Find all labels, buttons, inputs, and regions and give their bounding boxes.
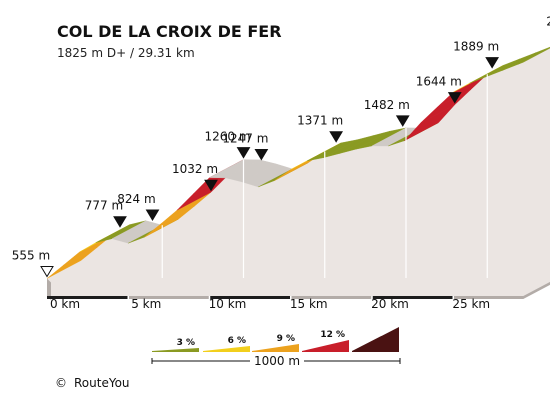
elevation-label: 555 m bbox=[12, 249, 50, 263]
elevation-label: 824 m bbox=[117, 192, 155, 206]
start-marker bbox=[40, 266, 54, 278]
chart-title: COL DE LA CROIX DE FER bbox=[57, 22, 282, 41]
legend-swatch bbox=[252, 344, 299, 352]
point-marker bbox=[254, 148, 269, 161]
elevation-label: 1889 m bbox=[453, 40, 499, 54]
legend-label: 6 % bbox=[228, 336, 246, 346]
elevation-label: 777 m bbox=[85, 199, 123, 213]
km-tick-label: 20 km bbox=[371, 297, 409, 311]
point-marker bbox=[236, 147, 251, 159]
elevation-label: 1644 m bbox=[416, 75, 462, 89]
km-band bbox=[209, 296, 291, 299]
km-tick-label: 0 km bbox=[50, 297, 80, 311]
point-marker bbox=[329, 131, 344, 143]
point-marker bbox=[395, 115, 410, 127]
point-marker bbox=[447, 92, 462, 104]
scale-bar: 1000 m bbox=[151, 354, 401, 368]
profile-body bbox=[47, 47, 550, 300]
profile-top-surface bbox=[46, 46, 550, 279]
chart-subtitle: 1825 m D+ / 29.31 km bbox=[57, 46, 195, 60]
km-tick-label: 10 km bbox=[209, 297, 247, 311]
legend-swatch bbox=[352, 327, 399, 352]
scale-bar-label: 1000 m bbox=[254, 354, 300, 368]
point-marker bbox=[113, 216, 127, 228]
km-band bbox=[372, 296, 454, 299]
km-tick-label: 25 km bbox=[452, 297, 490, 311]
profile-face bbox=[47, 47, 550, 296]
gradient-segment bbox=[501, 46, 550, 71]
distance-axis: 0 km 5 km 10 km 15 km 20 km 25 km bbox=[50, 297, 490, 311]
credit: © RouteYou bbox=[55, 376, 130, 390]
elevation-label: 1482 m bbox=[364, 98, 410, 112]
copyright-icon: © bbox=[55, 376, 67, 390]
legend-swatch bbox=[302, 340, 349, 352]
gradient-legend: 3 % 6 % 9 % 12 % bbox=[152, 327, 399, 352]
km-gridlines bbox=[127, 74, 488, 301]
point-marker bbox=[204, 179, 218, 192]
point-marker bbox=[485, 57, 500, 69]
elevation-label: 2066 m bbox=[546, 14, 550, 28]
elevation-label: 1247 m bbox=[222, 131, 268, 145]
elevation-label: 1032 m bbox=[172, 162, 218, 176]
legend-swatch bbox=[152, 348, 199, 352]
profile-start-wall bbox=[47, 278, 51, 300]
legend-label: 9 % bbox=[277, 334, 295, 344]
elevation-label: 1371 m bbox=[297, 114, 343, 128]
legend-label: 12 % bbox=[320, 330, 345, 340]
km-band bbox=[47, 296, 129, 299]
gradient-segment bbox=[518, 47, 550, 65]
elevation-label: 1260 m bbox=[204, 130, 250, 144]
km-tick-label: 5 km bbox=[131, 297, 161, 311]
km-tick-label: 15 km bbox=[290, 297, 328, 311]
legend-label: 3 % bbox=[177, 338, 195, 348]
legend-swatch bbox=[203, 346, 250, 352]
credit-text: RouteYou bbox=[74, 376, 130, 390]
point-marker bbox=[145, 209, 160, 221]
